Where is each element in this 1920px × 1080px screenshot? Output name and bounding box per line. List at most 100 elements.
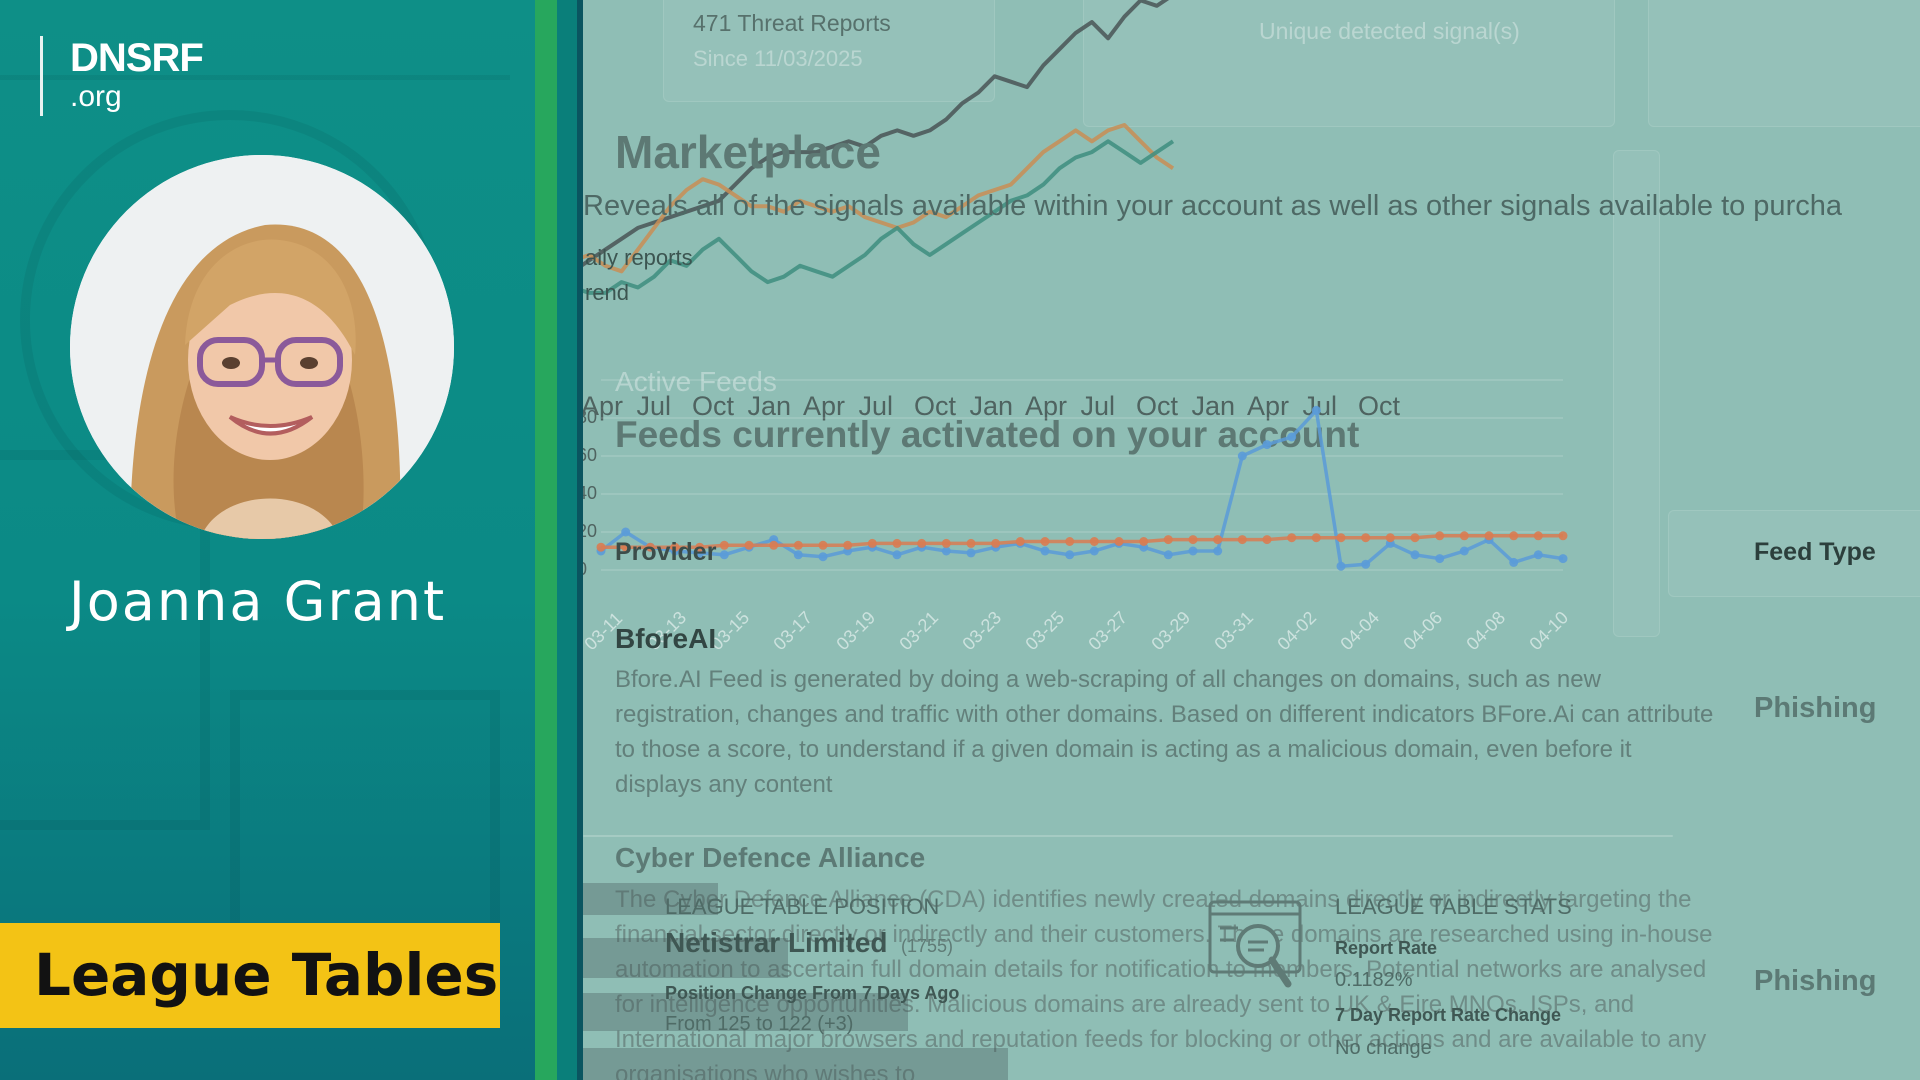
trend-x-tick-label: Apr bbox=[583, 391, 623, 421]
daily-y-tick-label: 80 bbox=[583, 407, 597, 427]
daily-point-1 bbox=[719, 540, 729, 550]
trend-x-tick-label: Oct bbox=[914, 391, 957, 421]
daily-x-tick-label: 04-10 bbox=[1525, 607, 1572, 654]
daily-point-1 bbox=[1435, 531, 1445, 541]
decor-line-1 bbox=[0, 75, 510, 80]
trend-x-tick-label: Jul bbox=[637, 391, 672, 421]
daily-point-0 bbox=[1237, 451, 1247, 461]
trend-series-line-2 bbox=[583, 139, 1175, 295]
daily-point-0 bbox=[1361, 559, 1371, 569]
daily-y-tick-label: 40 bbox=[583, 483, 597, 503]
daily-point-1 bbox=[1139, 537, 1149, 546]
trend-x-tick-label: Oct bbox=[692, 391, 735, 421]
daily-point-1 bbox=[1089, 537, 1099, 546]
daily-point-1 bbox=[769, 540, 779, 550]
league-company-name: Netistrar Limited bbox=[665, 927, 888, 958]
daily-point-0 bbox=[1336, 561, 1346, 571]
feed-row-type-bforeai: Phishing bbox=[1754, 692, 1877, 724]
daily-point-0 bbox=[1459, 546, 1469, 556]
speaker-photo bbox=[70, 155, 454, 539]
daily-point-1 bbox=[1410, 533, 1420, 543]
unique-signals-label: Unique detected signal(s) bbox=[1259, 18, 1520, 44]
daily-point-0 bbox=[1163, 550, 1173, 560]
daily-point-1 bbox=[1287, 533, 1297, 543]
logo-suffix: .org bbox=[70, 80, 122, 113]
reports-since-date: Since 11/03/2025 bbox=[693, 46, 863, 71]
feed-row-type-cda: Phishing bbox=[1754, 965, 1877, 997]
daily-series-line-1 bbox=[601, 534, 1563, 549]
daily-point-1 bbox=[991, 538, 1001, 548]
trend-x-tick-label: Jan bbox=[748, 391, 792, 421]
feeds-heading: Feeds currently activated on your accoun… bbox=[615, 414, 1360, 455]
league-bar-2 bbox=[583, 938, 788, 978]
daily-point-1 bbox=[966, 538, 976, 548]
daily-x-tick-label: 03-31 bbox=[1210, 607, 1257, 654]
daily-point-1 bbox=[892, 538, 902, 548]
league-position-change-label: Position Change From 7 Days Ago bbox=[665, 983, 960, 1003]
daily-point-1 bbox=[1213, 535, 1223, 545]
report-rate-value: 0.1182% bbox=[1335, 969, 1413, 991]
daily-y-tick-label: 20 bbox=[583, 521, 597, 541]
decor-box-1 bbox=[230, 690, 500, 950]
daily-x-tick-label: 03-19 bbox=[832, 607, 879, 654]
trend-x-tick-label: Apr bbox=[803, 391, 845, 421]
daily-point-1 bbox=[1015, 537, 1025, 546]
daily-point-0 bbox=[719, 550, 729, 560]
daily-x-tick-label: 04-04 bbox=[1336, 607, 1383, 654]
daily-point-1 bbox=[1336, 533, 1346, 543]
daily-point-0 bbox=[818, 552, 828, 562]
daily-series-line-0 bbox=[599, 406, 1564, 569]
league-bar-4 bbox=[583, 1048, 1008, 1080]
daily-x-tick-label: 03-17 bbox=[769, 607, 816, 654]
feed-row-provider-cda: Cyber Defence Alliance bbox=[615, 842, 926, 873]
trend-x-tick-label: Apr bbox=[1247, 391, 1289, 421]
trend-series-line-1 bbox=[583, 123, 1175, 274]
daily-point-0 bbox=[1262, 440, 1272, 450]
trend-series-line-0 bbox=[583, 0, 1170, 267]
daily-point-0 bbox=[941, 546, 951, 556]
daily-point-0 bbox=[1509, 557, 1519, 567]
daily-point-1 bbox=[1484, 531, 1494, 541]
feed-row-provider-bforeai: BforeAI bbox=[615, 623, 717, 654]
feed-type-column-header: Feed Type bbox=[1754, 538, 1876, 566]
daily-point-0 bbox=[1040, 546, 1050, 556]
speaker-name: Joanna Grant bbox=[68, 570, 447, 633]
logo-wordmark: DNSRF bbox=[70, 36, 204, 80]
daily-x-tick-label: 04-06 bbox=[1399, 607, 1446, 654]
daily-point-1 bbox=[670, 542, 680, 552]
daily-point-0 bbox=[966, 548, 976, 558]
daily-point-0 bbox=[793, 550, 803, 560]
daily-point-1 bbox=[1361, 533, 1371, 543]
daily-point-1 bbox=[1237, 535, 1247, 545]
trend-x-tick-label: Oct bbox=[1358, 391, 1401, 421]
daily-x-tick-label: 03-29 bbox=[1147, 607, 1194, 654]
chart-legend-daily-reports: aily reports bbox=[585, 245, 693, 270]
marketplace-subtitle: Reveals all of the signals available wit… bbox=[583, 190, 1842, 222]
league-bar-1 bbox=[583, 883, 718, 915]
daily-point-1 bbox=[1533, 531, 1543, 541]
daily-point-1 bbox=[1385, 533, 1395, 543]
chart-legend-trend: rend bbox=[585, 280, 630, 305]
daily-point-0 bbox=[1558, 554, 1568, 564]
stat-card-signals bbox=[1083, 0, 1615, 127]
daily-point-1 bbox=[1311, 533, 1321, 543]
daily-x-tick-label: 03-27 bbox=[1084, 607, 1131, 654]
daily-point-0 bbox=[1533, 550, 1543, 560]
daily-point-0 bbox=[1311, 405, 1321, 415]
daily-point-1 bbox=[1459, 531, 1469, 541]
report-rate-label: Report Rate bbox=[1335, 938, 1438, 958]
daily-point-1 bbox=[1163, 535, 1173, 545]
league-company-count: (1755) bbox=[901, 936, 954, 956]
daily-point-0 bbox=[621, 527, 631, 537]
daily-point-1 bbox=[1188, 535, 1198, 545]
daily-point-0 bbox=[1213, 546, 1223, 556]
daily-reports-line-chart: 02040608003-1103-1303-1503-1703-1903-210… bbox=[583, 379, 1572, 654]
daily-point-1 bbox=[843, 540, 853, 550]
marketplace-title: Marketplace bbox=[615, 126, 881, 178]
daily-point-1 bbox=[596, 542, 606, 552]
daily-point-0 bbox=[1188, 546, 1198, 556]
league-bar-3 bbox=[583, 993, 908, 1031]
daily-point-0 bbox=[892, 550, 902, 560]
daily-point-1 bbox=[645, 542, 655, 552]
trend-x-tick-label: Apr bbox=[1025, 391, 1067, 421]
